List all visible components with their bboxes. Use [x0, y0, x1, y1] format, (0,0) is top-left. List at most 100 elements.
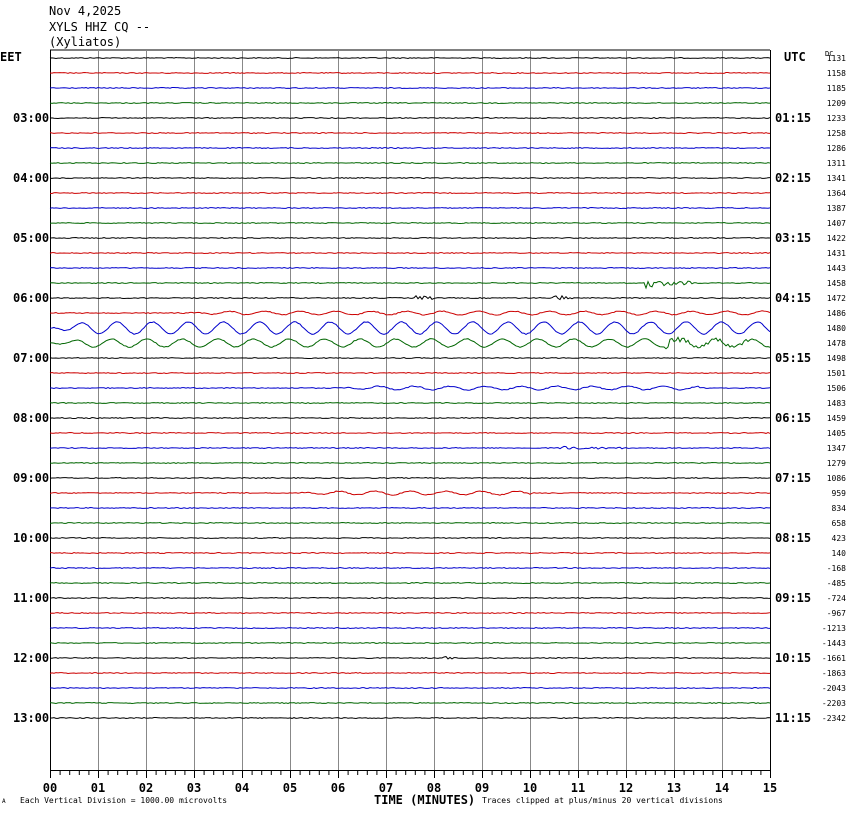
trace-row-12	[49, 237, 771, 239]
trace-row-23	[49, 402, 771, 404]
dc-offset-label: 1185	[827, 84, 846, 93]
trace-row-18	[49, 321, 771, 336]
trace-row-40	[49, 656, 771, 660]
trace-row-5	[49, 132, 771, 134]
right-hour-label: 08:15	[775, 531, 811, 545]
trace-row-29	[49, 490, 771, 496]
dc-offset-label: 1131	[827, 54, 846, 63]
left-hour-label: 07:00	[13, 351, 49, 365]
left-hour-label: 03:00	[13, 111, 49, 125]
dc-offset-label: 1478	[827, 339, 846, 348]
trace-row-7	[49, 162, 771, 164]
dc-offset-label: -2342	[822, 714, 846, 723]
station-location: (Xyliatos)	[49, 35, 122, 49]
trace-row-33	[49, 552, 771, 554]
trace-row-14	[49, 267, 771, 269]
x-tick-label: 02	[139, 781, 153, 795]
trace-row-35	[49, 582, 771, 584]
time-grid	[50, 49, 771, 770]
right-hour-label: 04:15	[775, 291, 811, 305]
right-hour-label: 05:15	[775, 351, 811, 365]
dc-offset-label: 1387	[827, 204, 846, 213]
x-tick-label: 05	[283, 781, 297, 795]
dc-offset-label: 1279	[827, 459, 846, 468]
trace-row-27	[49, 462, 771, 464]
trace-row-25	[49, 432, 771, 434]
trace-row-2	[49, 87, 771, 89]
dc-offset-label: 140	[832, 549, 847, 558]
dc-offset-label: -724	[827, 594, 846, 603]
x-axis: 00 01 02 03 04 05 06 07 08 09 10 11 12 13 14 15	[43, 770, 777, 795]
dc-offset-label: -1661	[822, 654, 846, 663]
dc-offset-label: -1863	[822, 669, 846, 678]
station-code: XYLS HHZ CQ --	[49, 20, 151, 34]
left-time-labels: 03:00 04:00 05:00 06:00 07:00 08:00 09:00 10:00…	[13, 111, 49, 725]
left-hour-label: 05:00	[13, 231, 49, 245]
trace-row-1	[49, 72, 771, 74]
trace-row-34	[49, 567, 771, 569]
trace-row-38	[49, 627, 771, 629]
left-hour-label: 10:00	[13, 531, 49, 545]
chart-date: Nov 4,2025	[49, 4, 122, 18]
trace-row-3	[49, 102, 771, 104]
x-tick-label: 00	[43, 781, 57, 795]
dc-offset-label: 1458	[827, 279, 846, 288]
trace-row-10	[49, 207, 771, 209]
left-hour-label: 11:00	[13, 591, 49, 605]
right-hour-label: 07:15	[775, 471, 811, 485]
dc-offset-labels: 1131 1158 1185 1209 1233 1258 1286 1311 1341 1364…	[822, 54, 846, 723]
right-hour-label: 06:15	[775, 411, 811, 425]
trace-row-22	[49, 385, 771, 391]
left-hour-label: 08:00	[13, 411, 49, 425]
dc-offset-label: 834	[832, 504, 847, 513]
trace-row-20	[49, 357, 771, 359]
right-hour-label: 09:15	[775, 591, 811, 605]
dc-offset-label: -2203	[822, 699, 846, 708]
x-axis-title: TIME (MINUTES)	[374, 793, 476, 807]
left-hour-label: 06:00	[13, 291, 49, 305]
clip-note: Traces clipped at plus/minus 20 vertical…	[482, 796, 723, 805]
dc-offset-label: 1086	[827, 474, 846, 483]
trace-row-15	[49, 280, 771, 290]
dc-offset-label: 1311	[827, 159, 846, 168]
trace-row-32	[49, 537, 771, 539]
dc-offset-label: 1472	[827, 294, 846, 303]
dc-offset-label: -2043	[822, 684, 846, 693]
trace-row-6	[49, 147, 771, 149]
dc-offset-label: 1258	[827, 129, 846, 138]
dc-offset-label: 1341	[827, 174, 846, 183]
dc-offset-label: 1347	[827, 444, 846, 453]
dc-offset-label: 1422	[827, 234, 846, 243]
trace-row-19	[49, 336, 771, 350]
x-tick-label: 15	[763, 781, 777, 795]
dc-offset-label: 1233	[827, 114, 846, 123]
trace-row-8	[49, 177, 771, 179]
x-tick-label: 08	[427, 781, 441, 795]
left-hour-label: 12:00	[13, 651, 49, 665]
dc-offset-label: 1459	[827, 414, 846, 423]
trace-row-9	[49, 192, 771, 194]
dc-offset-label: 1506	[827, 384, 846, 393]
dc-column-header: DC	[825, 50, 833, 58]
x-tick-label: 01	[91, 781, 105, 795]
left-hour-label: 04:00	[13, 171, 49, 185]
right-hour-label: 11:15	[775, 711, 811, 725]
x-tick-label: 13	[667, 781, 681, 795]
trace-row-16	[49, 294, 771, 301]
dc-offset-label: -1443	[822, 639, 846, 648]
right-time-labels: 01:15 02:15 03:15 04:15 05:15 06:15 07:15 08:15…	[775, 111, 811, 725]
x-tick-label: 04	[235, 781, 249, 795]
right-hour-label: 10:15	[775, 651, 811, 665]
right-hour-label: 01:15	[775, 111, 811, 125]
dc-offset-label: 1483	[827, 399, 846, 408]
trace-row-43	[49, 702, 771, 704]
dc-offset-label: 1286	[827, 144, 846, 153]
trace-row-44	[49, 717, 771, 719]
dc-offset-label: 1443	[827, 264, 846, 273]
trace-row-39	[49, 642, 771, 644]
trace-row-37	[49, 612, 771, 614]
dc-offset-label: -967	[827, 609, 846, 618]
trace-row-24	[49, 417, 771, 419]
trace-row-21	[49, 372, 771, 374]
x-tick-label: 07	[379, 781, 393, 795]
